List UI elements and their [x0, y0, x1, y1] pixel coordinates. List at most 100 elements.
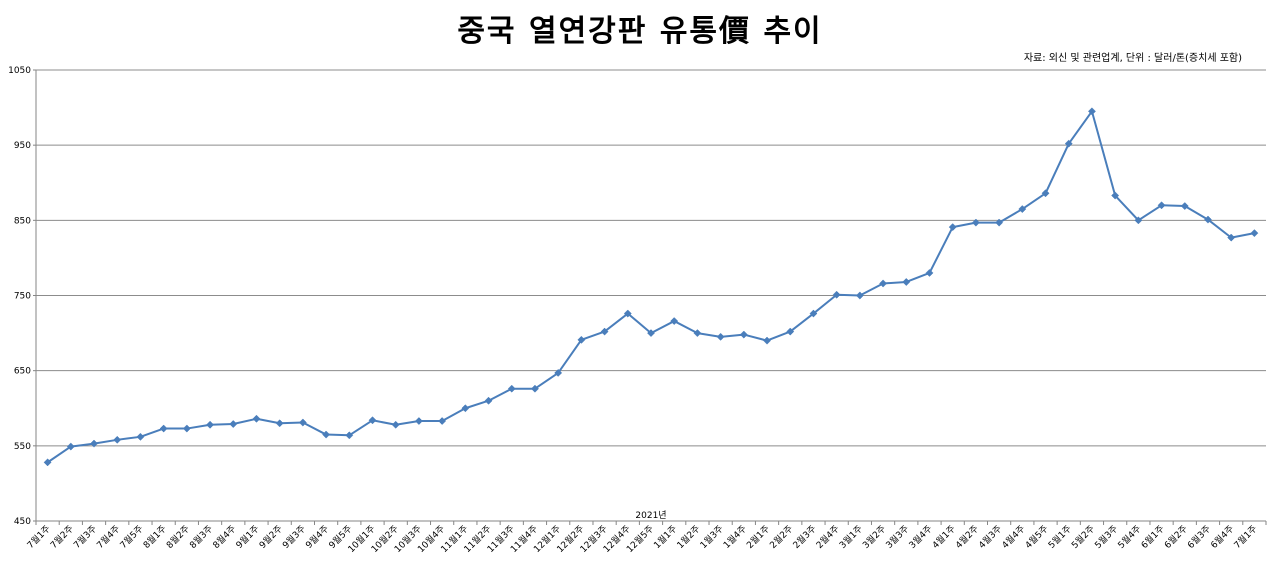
x-tick-label: 5월1주 — [1046, 523, 1074, 551]
x-tick-label: 2월2주 — [767, 523, 795, 551]
data-point — [693, 329, 702, 338]
data-point — [1250, 229, 1259, 238]
x-tick-label: 4월1주 — [930, 523, 958, 551]
data-point — [438, 417, 447, 425]
data-point — [925, 268, 934, 277]
x-tick-label: 4월3주 — [976, 523, 1004, 551]
data-point — [600, 327, 609, 336]
data-point — [43, 458, 52, 467]
x-tick-label: 2월1주 — [744, 523, 772, 551]
data-point — [206, 420, 215, 429]
data-point — [182, 424, 191, 433]
data-point — [90, 439, 98, 448]
data-point — [1157, 201, 1166, 210]
x-tick-label: 4월5주 — [1022, 523, 1050, 551]
data-point — [1018, 205, 1027, 214]
data-point — [1041, 189, 1050, 198]
data-point — [623, 309, 632, 318]
data-point — [554, 368, 563, 377]
data-point — [1087, 107, 1096, 116]
x-tick-label: 9월1주 — [233, 523, 261, 551]
data-point — [902, 278, 911, 286]
data-point — [716, 332, 725, 341]
data-point — [832, 290, 841, 299]
x-tick-label: 7월2주 — [48, 523, 76, 551]
x-tick-label: 2월4주 — [813, 523, 841, 551]
x-tick-label: 9월3주 — [280, 523, 308, 551]
data-point — [484, 396, 493, 405]
data-point — [1180, 202, 1189, 211]
x-tick-label: 1월4주 — [721, 523, 749, 551]
y-tick-label: 650 — [14, 367, 31, 377]
source-note: 자료: 외신 및 관련업계, 단위 : 달러/톤(증치세 포함) — [1023, 53, 1242, 64]
y-tick-label: 850 — [14, 216, 31, 226]
data-point — [670, 317, 679, 326]
x-tick-label: 3월3주 — [883, 523, 911, 551]
data-point — [809, 309, 818, 318]
data-point — [879, 279, 888, 288]
x-tick-label: 1월2주 — [674, 523, 702, 551]
x-tick-label: 6월4주 — [1208, 523, 1236, 551]
x-tick-labels: 7월1주 7월2주7월3주7월4주7월5주8월1주8월2주8월3주8월4주9월1주… — [24, 523, 1259, 555]
data-point — [1227, 233, 1236, 242]
data-point — [786, 327, 795, 336]
x-tick-label: 6월1주 — [1138, 523, 1166, 551]
data-point — [647, 329, 655, 338]
data-point — [1134, 216, 1143, 225]
data-point — [855, 291, 864, 300]
grid-lines — [36, 69, 1266, 447]
x-tick-label: 9월4주 — [303, 523, 331, 551]
data-point — [507, 384, 516, 393]
x-axis-title: 2021년 — [635, 510, 666, 521]
data-point — [298, 418, 307, 427]
data-point — [1111, 191, 1120, 200]
y-tick-label: 950 — [14, 141, 31, 151]
x-tick-label: 7월4주 — [94, 523, 122, 551]
x-tick-label: 1월1주 — [651, 523, 679, 551]
data-point — [322, 430, 331, 439]
x-tick-label: 4월2주 — [953, 523, 981, 551]
x-tick-label: 3월1주 — [837, 523, 865, 551]
x-tick-label: 3월2주 — [860, 523, 888, 551]
data-point — [66, 442, 75, 451]
y-tick-labels: 450 550 650 750 850 950 1050 — [8, 66, 31, 527]
x-tick-label: 8월1주 — [140, 523, 168, 551]
data-point — [229, 420, 238, 428]
data-point — [136, 432, 145, 441]
x-tick-label: 6월3주 — [1185, 523, 1213, 551]
data-point — [113, 435, 122, 444]
x-tick-label: 8월3주 — [187, 523, 215, 551]
data-point — [461, 404, 470, 413]
data-point — [414, 417, 423, 425]
x-tick-label: 4월4주 — [999, 523, 1027, 551]
x-tick-label: 7월3주 — [71, 523, 99, 551]
y-tick-label: 550 — [14, 442, 31, 452]
x-tick-label: 3월4주 — [906, 523, 934, 551]
x-tick-label: 1월3주 — [697, 523, 725, 551]
y-tick-label: 750 — [14, 292, 31, 302]
x-tick-label: 5월4주 — [1115, 523, 1143, 551]
data-point — [948, 223, 957, 232]
data-point — [1064, 139, 1073, 148]
x-tick-label: 9월2주 — [257, 523, 285, 551]
x-tick-label: 8월2주 — [164, 523, 192, 551]
data-point — [971, 218, 980, 227]
x-tick-label: 2월3주 — [790, 523, 818, 551]
x-tick-label: 8월4주 — [210, 523, 238, 551]
series-line-0 — [47, 110, 1255, 464]
y-tick-label: 1050 — [8, 66, 31, 76]
data-point — [1204, 215, 1212, 224]
data-point — [763, 336, 771, 345]
data-point — [252, 414, 261, 423]
data-point — [531, 384, 539, 393]
x-tick-label: 5월2주 — [1069, 523, 1097, 551]
x-tick-label: 6월2주 — [1162, 523, 1190, 551]
chart-title: 중국 열연강판 유통價 추이 — [457, 14, 823, 49]
x-tick-label: 7월5주 — [117, 523, 145, 551]
data-point — [995, 218, 1004, 227]
data-point — [275, 419, 284, 428]
data-point — [345, 431, 354, 440]
data-point — [739, 330, 748, 339]
y-tick-label: 450 — [14, 517, 31, 527]
